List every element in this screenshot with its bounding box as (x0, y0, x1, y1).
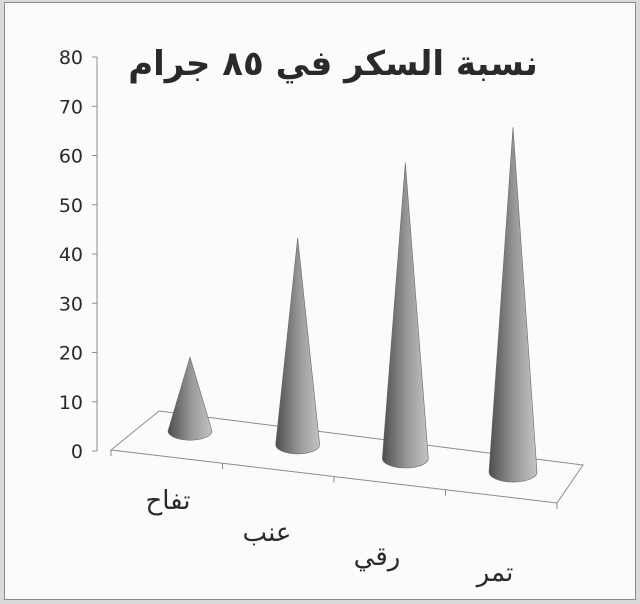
cone-bar (382, 162, 429, 469)
cone-bar (488, 127, 538, 483)
y-tick-label: 30 (59, 293, 83, 315)
y-tick-label: 70 (59, 96, 83, 118)
x-category-label: تمر (475, 558, 514, 588)
cone-layer (167, 127, 538, 483)
x-category-label: عنب (243, 518, 292, 548)
y-tick-label: 50 (59, 195, 83, 217)
chart-svg: نسبة السكر في ٨٥ جرام 01020304050607080 … (59, 44, 584, 588)
x-category-label: تفاح (145, 486, 190, 516)
y-tick-label: 0 (71, 441, 83, 463)
y-tick-label: 10 (59, 392, 83, 414)
axis-layer: 0 10 20 30 40 50 60 70 80 (59, 47, 584, 509)
label-layer: تفاح عنب رقي تمر (145, 486, 513, 588)
x-category-label: رقي (354, 542, 401, 572)
y-tick-label: 20 (59, 343, 83, 365)
y-tick-label: 60 (59, 146, 83, 168)
floor-plane (109, 410, 584, 504)
y-tick-label: 40 (59, 244, 83, 266)
y-tick-label: 80 (59, 47, 83, 69)
chart-frame: نسبة السكر في ٨٥ جرام 0 10 20 30 40 50 60 70 80 … (4, 2, 636, 600)
cone-bar (275, 237, 320, 455)
chart-title: نسبة السكر في ٨٥ جرام (128, 44, 538, 84)
cone-bar (167, 356, 213, 441)
